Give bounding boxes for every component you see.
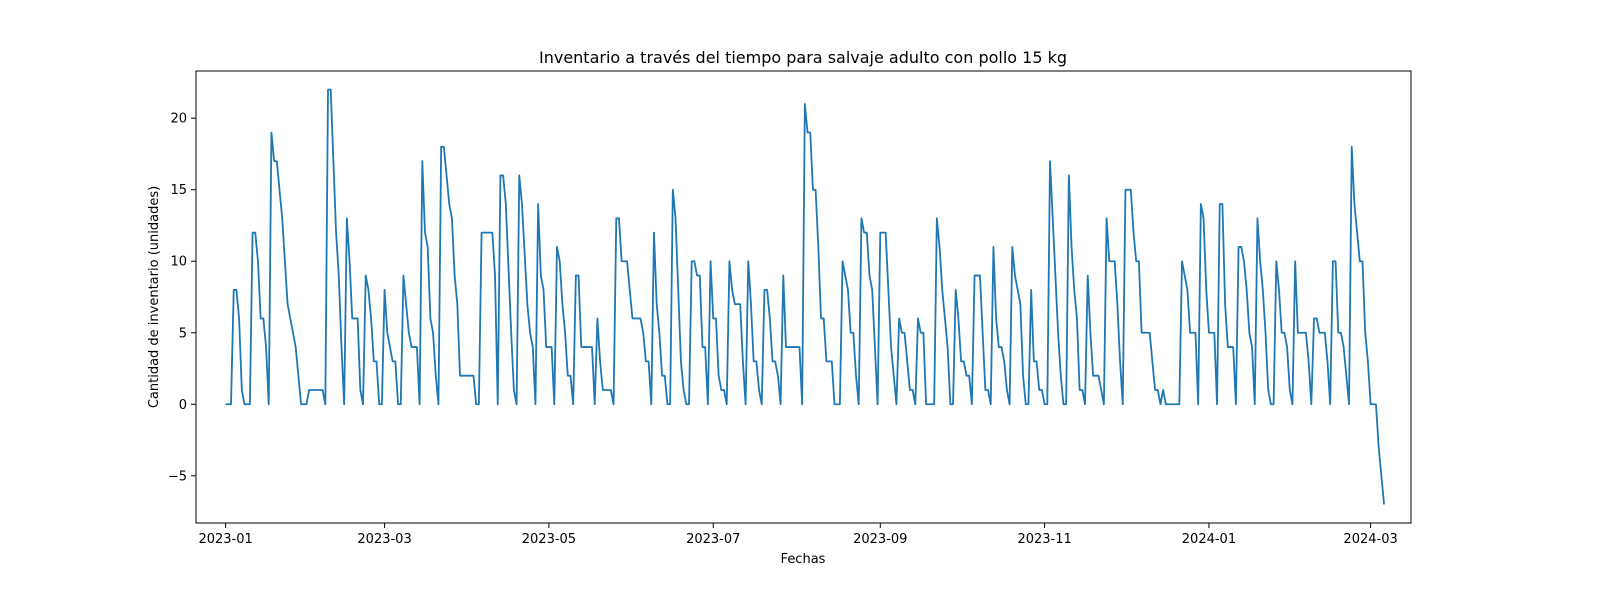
y-tick-label: 5 (179, 326, 187, 341)
x-tick-label: 2023-07 (686, 532, 740, 547)
x-axis-label: Fechas (781, 552, 826, 567)
y-tick-label: 0 (179, 398, 187, 413)
y-axis-label: Cantidad de inventario (unidades) (147, 186, 162, 408)
x-tick-label: 2024-01 (1182, 532, 1236, 547)
x-tick-label: 2023-01 (198, 532, 252, 547)
plot-frame (195, 70, 1412, 524)
x-tick-label: 2023-11 (1017, 532, 1071, 547)
y-tick-label: 15 (170, 183, 187, 198)
plot-area (225, 88, 1385, 505)
x-tick-label: 2023-03 (357, 532, 411, 547)
chart-title: Inventario a través del tiempo para salv… (539, 48, 1067, 67)
x-tick-label: 2023-09 (853, 532, 907, 547)
y-tick-label: −5 (168, 469, 187, 484)
y-axis: −5 0 5 10 15 20 (168, 112, 196, 484)
x-axis: 2023-01 2023-03 2023-05 2023-07 2023-09 2023-… (198, 523, 1398, 547)
x-tick-label: 2024-03 (1343, 532, 1397, 547)
y-tick-label: 20 (170, 112, 187, 127)
inventory-series-line (225, 88, 1385, 505)
y-tick-label: 10 (170, 255, 187, 270)
x-tick-label: 2023-05 (522, 532, 576, 547)
